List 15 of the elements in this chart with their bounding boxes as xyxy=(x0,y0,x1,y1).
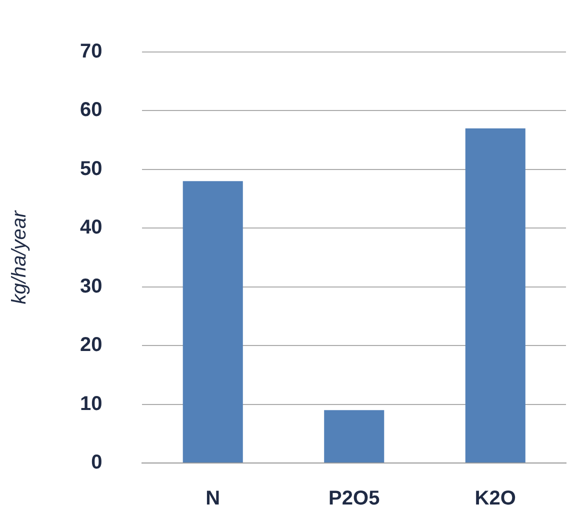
y-tick-label: 20 xyxy=(80,334,102,356)
y-tick-label: 0 xyxy=(91,452,102,474)
y-tick-label: 50 xyxy=(80,158,102,180)
bar xyxy=(182,181,243,462)
y-tick-label: 10 xyxy=(80,392,102,415)
y-tick-label: 30 xyxy=(80,275,102,298)
y-axis-title: kg/ha/year xyxy=(8,209,31,304)
bar xyxy=(324,410,384,462)
x-tick-label: N xyxy=(206,488,220,510)
y-tick-label: 70 xyxy=(80,40,102,63)
x-tick-label: P2O5 xyxy=(328,488,380,510)
y-tick-label: 60 xyxy=(80,99,102,122)
y-tick-label: 40 xyxy=(80,216,102,239)
x-tick-label: K2O xyxy=(474,488,516,510)
bar xyxy=(465,128,526,462)
